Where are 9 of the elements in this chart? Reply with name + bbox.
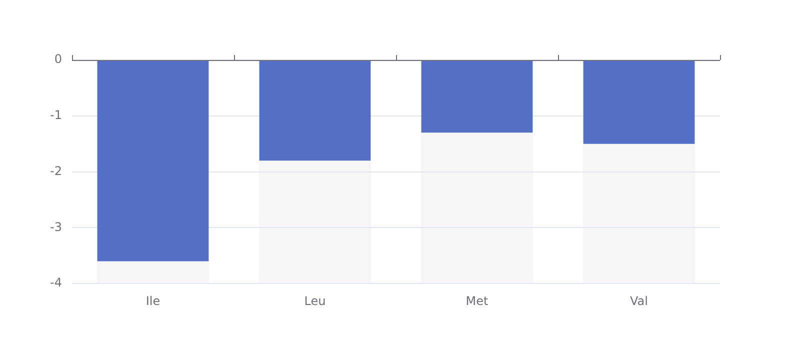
x-tick-label: Val — [630, 294, 648, 308]
x-tick-label: Met — [466, 294, 488, 308]
y-tick-label: -1 — [50, 108, 62, 122]
y-tick-label: 0 — [54, 52, 62, 66]
y-tick-label: -3 — [50, 220, 62, 234]
x-tick-label: Leu — [304, 294, 326, 308]
y-tick-label: -2 — [50, 164, 62, 178]
x-tick-label: Ile — [146, 294, 160, 308]
y-tick-label: -4 — [50, 276, 62, 290]
